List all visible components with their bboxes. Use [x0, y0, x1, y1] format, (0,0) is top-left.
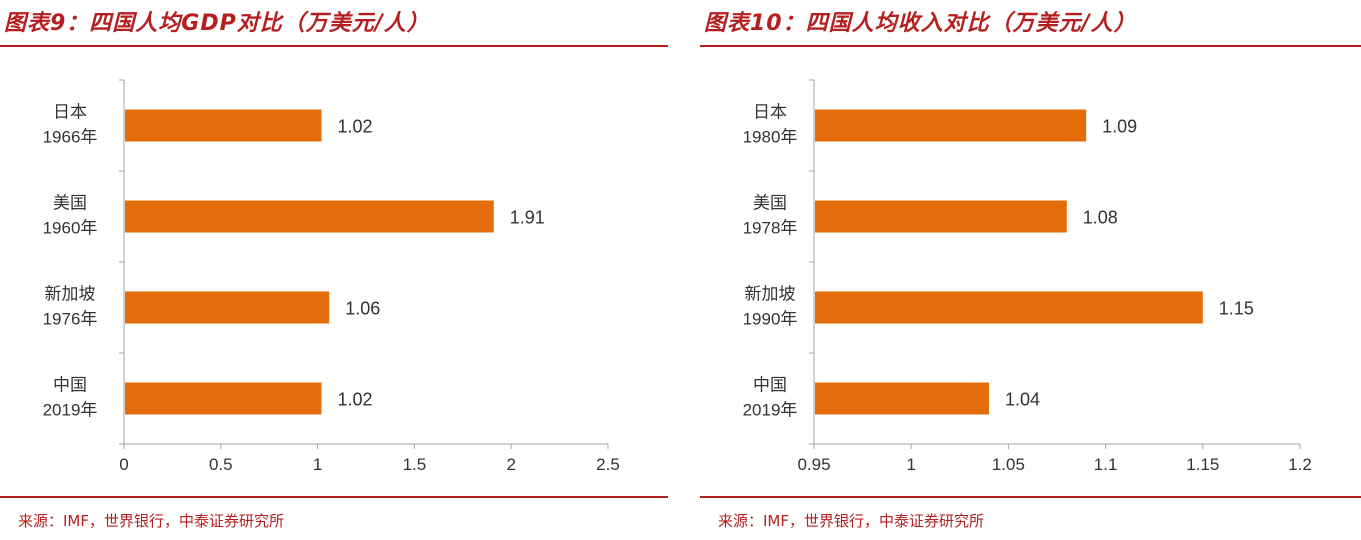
chart-title: 图表9：四国人均GDP对比（万美元/人）: [4, 11, 430, 36]
chart-panel-gdp: 图表9：四国人均GDP对比（万美元/人） 0 0.5 1 1.5 2 2.5 1.02 日本 1…: [0, 0, 672, 540]
source-rule: [0, 496, 668, 498]
x-tick-label: 1: [313, 455, 322, 474]
x-tick-label: 0.95: [797, 455, 830, 474]
bar: [815, 109, 1087, 142]
chart-title: 图表10：四国人均收入对比（万美元/人）: [704, 11, 1137, 36]
category-year-label: 1966年: [43, 128, 98, 147]
category-year-label: 2019年: [743, 401, 798, 420]
x-tick-label: 1.05: [992, 455, 1025, 474]
x-tick-label: 2.5: [596, 455, 620, 474]
category-label: 中国: [53, 376, 87, 395]
value-label: 1.02: [337, 117, 372, 137]
x-tick-label: 1: [906, 455, 915, 474]
category-year-label: 1978年: [743, 219, 798, 238]
source-note: 来源：IMF，世界银行，中泰证券研究所: [18, 512, 284, 530]
bar: [125, 291, 330, 324]
category-label: 新加坡: [745, 285, 796, 304]
bar: [815, 291, 1203, 324]
bar: [815, 382, 989, 415]
source-note: 来源：IMF，世界银行，中泰证券研究所: [718, 512, 984, 530]
chart-panel-income: 图表10：四国人均收入对比（万美元/人） 0.95 1 1.05 1.1 1.15 1.2…: [700, 0, 1361, 540]
category-label: 日本: [753, 103, 787, 122]
category-label: 新加坡: [45, 285, 96, 304]
bar: [125, 109, 322, 142]
source-rule: [700, 496, 1361, 498]
title-rule: [0, 45, 668, 47]
chart-plot-area: 0 0.5 1 1.5 2 2.5 1.02 日本 1966年 1.91 美国 1960年 1.06 新加…: [43, 79, 620, 474]
value-label: 1.08: [1083, 208, 1118, 228]
x-tick-label: 1.2: [1288, 455, 1312, 474]
category-label: 日本: [53, 103, 87, 122]
bar: [125, 382, 322, 415]
x-tick-label: 1.1: [1094, 455, 1118, 474]
value-label: 1.02: [337, 390, 372, 410]
value-label: 1.15: [1219, 299, 1254, 319]
category-label: 美国: [53, 194, 87, 213]
category-year-label: 1980年: [743, 128, 798, 147]
category-year-label: 1960年: [43, 219, 98, 238]
x-tick-label: 0.5: [209, 455, 233, 474]
category-year-label: 1976年: [43, 310, 98, 329]
category-year-label: 1990年: [743, 310, 798, 329]
value-label: 1.04: [1005, 390, 1040, 410]
category-label: 美国: [753, 194, 787, 213]
bar: [815, 200, 1067, 233]
x-tick-label: 2: [506, 455, 515, 474]
x-tick-label: 1.5: [403, 455, 427, 474]
category-label: 中国: [753, 376, 787, 395]
chart-plot-area: 0.95 1 1.05 1.1 1.15 1.2 1.09 日本 1980年 1.08 美国 1978…: [743, 79, 1312, 474]
value-label: 1.91: [510, 208, 545, 228]
category-year-label: 2019年: [43, 401, 98, 420]
x-tick-label: 0: [119, 455, 128, 474]
bar: [125, 200, 494, 233]
value-label: 1.09: [1102, 117, 1137, 137]
value-label: 1.06: [345, 299, 380, 319]
x-tick-label: 1.15: [1186, 455, 1219, 474]
title-rule: [700, 45, 1361, 47]
